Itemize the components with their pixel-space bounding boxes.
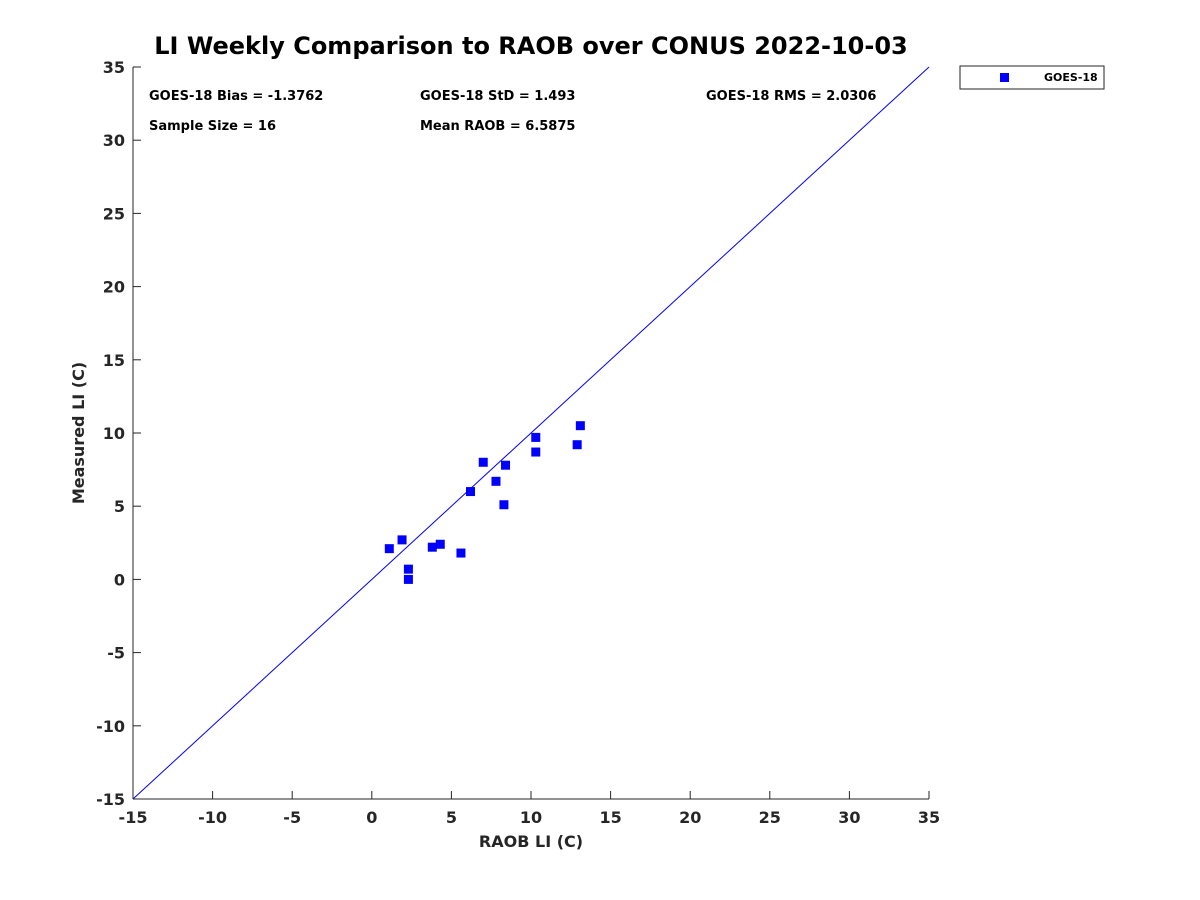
- x-axis-label: RAOB LI (C): [479, 832, 583, 851]
- y-tick-label: -5: [107, 644, 125, 663]
- x-tick-label: 35: [918, 808, 940, 827]
- y-tick-label: -15: [96, 790, 125, 809]
- x-tick-label: -10: [198, 808, 227, 827]
- x-ticks: -15 -10 -5 0 5 10 15 20 25 30 35: [119, 791, 940, 827]
- data-point: [491, 476, 501, 486]
- data-point: [575, 421, 585, 431]
- y-ticks: -15 -10 -5 0 5 10 15 20 25 30 35: [96, 58, 141, 809]
- data-point: [403, 564, 413, 574]
- y-tick-label: 30: [103, 131, 125, 150]
- data-point: [456, 548, 466, 558]
- x-tick-label: 20: [679, 808, 701, 827]
- x-tick-label: 5: [446, 808, 457, 827]
- x-tick-label: 0: [366, 808, 377, 827]
- data-point: [478, 457, 488, 467]
- x-tick-label: -15: [119, 808, 148, 827]
- x-tick-label: 25: [759, 808, 781, 827]
- std-annotation: GOES-18 StD = 1.493: [420, 89, 575, 104]
- data-point: [403, 574, 413, 584]
- data-point: [397, 535, 407, 545]
- x-tick-label: 30: [838, 808, 860, 827]
- data-point: [572, 440, 582, 450]
- stats-annotations: GOES-18 Bias = -1.3762 GOES-18 StD = 1.4…: [149, 89, 876, 134]
- plot-area: -15 -10 -5 0 5 10 15 20 25 30 35 -15 -10 -5 0 5 10 15 20 2…: [96, 58, 940, 827]
- data-point: [435, 539, 445, 549]
- data-points: [384, 421, 585, 584]
- y-tick-label: 15: [103, 351, 125, 370]
- y-tick-label: 25: [103, 204, 125, 223]
- y-axis-label: Measured LI (C): [69, 362, 88, 504]
- legend-marker-goes-18: [1000, 73, 1009, 82]
- y-tick-label: 35: [103, 58, 125, 77]
- data-point: [501, 460, 511, 470]
- data-point: [427, 542, 437, 552]
- data-point: [531, 432, 541, 442]
- legend-label-goes-18: GOES-18: [1044, 71, 1098, 84]
- bias-annotation: GOES-18 Bias = -1.3762: [149, 89, 323, 104]
- data-point: [384, 544, 394, 554]
- y-tick-label: 10: [103, 424, 125, 443]
- legend-box: [959, 65, 1105, 90]
- data-point: [499, 500, 509, 510]
- x-tick-label: -5: [283, 808, 301, 827]
- mean-raob-annotation: Mean RAOB = 6.5875: [420, 119, 575, 134]
- chart-title: LI Weekly Comparison to RAOB over CONUS …: [154, 32, 907, 60]
- y-tick-label: -10: [96, 717, 125, 736]
- x-tick-label: 10: [520, 808, 542, 827]
- y-tick-label: 0: [114, 570, 125, 589]
- data-point: [466, 487, 476, 497]
- data-point: [531, 447, 541, 457]
- y-tick-label: 20: [103, 278, 125, 297]
- y-tick-label: 5: [114, 497, 125, 516]
- legend: GOES-18: [959, 65, 1105, 90]
- rms-annotation: GOES-18 RMS = 2.0306: [706, 89, 876, 104]
- sample-size-annotation: Sample Size = 16: [149, 119, 276, 134]
- x-tick-label: 15: [599, 808, 621, 827]
- one-to-one-reference-line: [132, 66, 930, 800]
